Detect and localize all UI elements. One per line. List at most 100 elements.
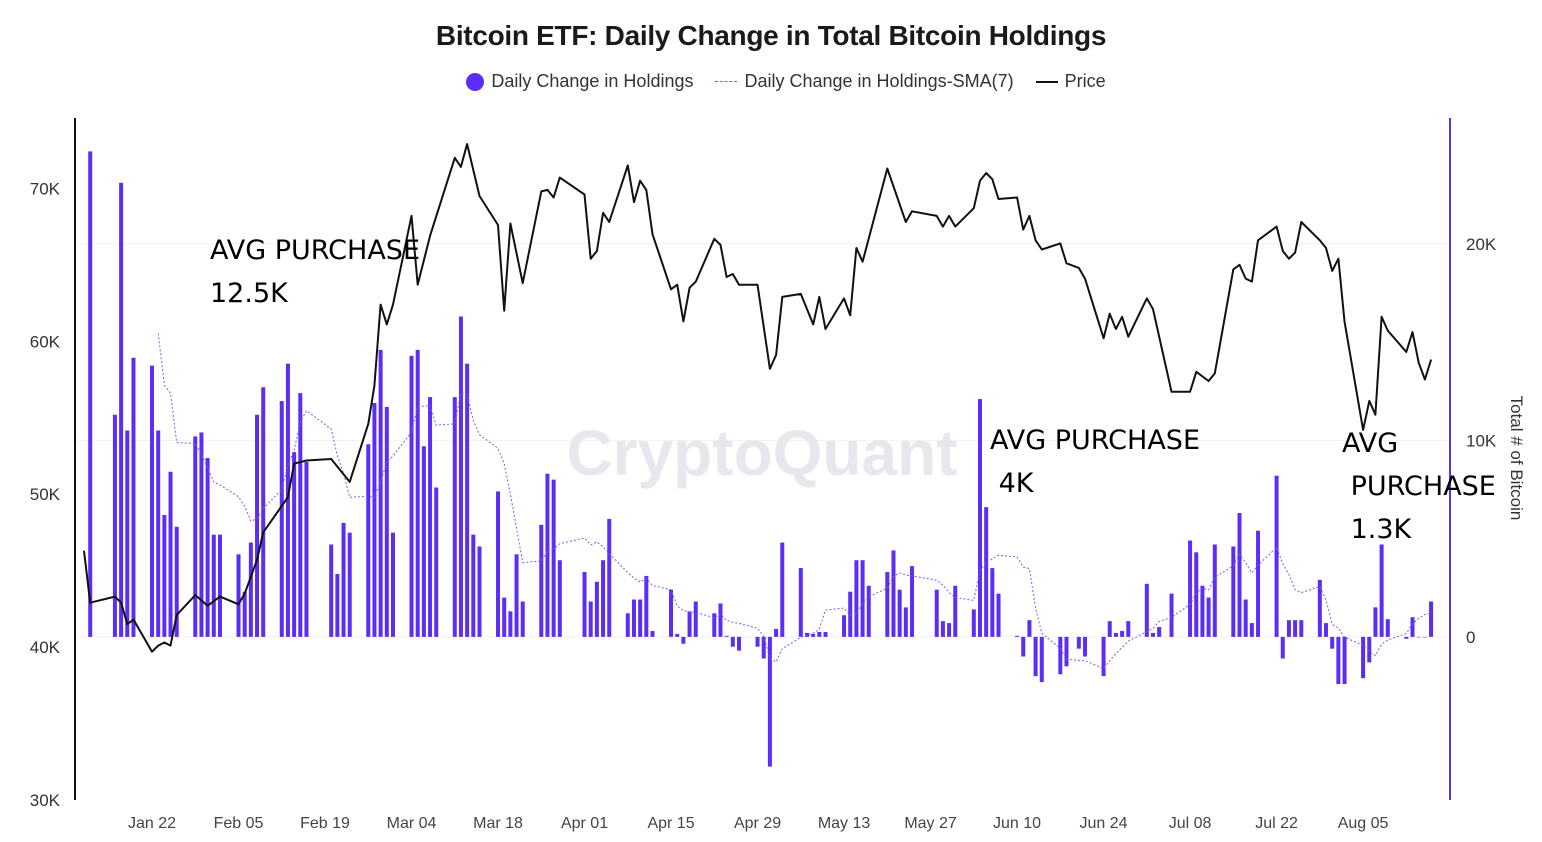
bar [465, 363, 470, 637]
bar [193, 436, 198, 637]
x-axis-tick-label: Mar 18 [473, 815, 523, 832]
legend-item-daily-change[interactable]: Daily Change in Holdings [466, 71, 693, 92]
bar [1404, 636, 1409, 639]
bar [866, 585, 871, 637]
legend-label: Daily Change in Holdings-SMA(7) [744, 71, 1014, 91]
legend-item-price[interactable]: Price [1035, 71, 1106, 92]
bar [1169, 593, 1174, 637]
bar [205, 458, 210, 637]
annotation-avg-purchase-3: AVG PURCHASE 1.3K [1342, 422, 1496, 551]
bar [601, 560, 606, 637]
x-axis-tick-label: Apr 29 [734, 815, 781, 832]
bar [842, 615, 847, 637]
bar [1429, 601, 1434, 637]
bar [977, 399, 982, 637]
left-axis-tick-label: 40K [30, 638, 61, 657]
bar [638, 599, 643, 637]
bar [211, 534, 216, 637]
bar [1212, 544, 1217, 637]
bar [1280, 636, 1285, 659]
bar [990, 568, 995, 637]
bar [1039, 636, 1044, 683]
bar [724, 635, 729, 637]
bar [1058, 636, 1063, 675]
bar [242, 591, 247, 637]
bar [156, 430, 161, 637]
bar [891, 550, 896, 637]
bar [174, 526, 179, 637]
bar [428, 397, 433, 637]
bar [1293, 620, 1298, 637]
bar [996, 593, 1001, 637]
bar [88, 151, 93, 637]
bar [1033, 636, 1038, 677]
bar [279, 401, 284, 637]
bar [811, 633, 816, 637]
x-axis-tick-label: Aug 05 [1338, 815, 1389, 832]
legend-dot-icon [466, 72, 485, 91]
bar [625, 613, 630, 637]
annotation-line: 1.3K [1342, 514, 1412, 545]
bar [897, 589, 902, 637]
bar [1083, 636, 1088, 657]
bar [477, 546, 482, 637]
price-line [83, 143, 1433, 653]
bar [1299, 620, 1304, 637]
bar [1064, 636, 1069, 667]
bar [292, 452, 297, 637]
bar [347, 532, 352, 637]
bar [1422, 636, 1427, 638]
x-axis-tick-label: May 13 [818, 815, 871, 832]
bar [1150, 632, 1155, 637]
bar [1200, 585, 1205, 637]
bar [910, 566, 915, 637]
x-axis-tick-label: Mar 04 [387, 815, 437, 832]
bar [1416, 636, 1421, 638]
bar [1361, 636, 1366, 679]
bar [390, 532, 395, 637]
bar [984, 507, 989, 637]
bar [1410, 617, 1415, 637]
bar [675, 633, 680, 637]
bar [953, 585, 958, 637]
right-axis-label: Total # of Bitcoin [1507, 396, 1526, 521]
bar [798, 568, 803, 637]
annotation-line: AVG PURCHASE [210, 235, 421, 266]
bar [298, 393, 303, 637]
bar [594, 581, 599, 637]
bar [199, 432, 204, 637]
bar [125, 430, 130, 637]
bar [366, 444, 371, 637]
bar [588, 601, 593, 637]
bar [607, 518, 612, 637]
x-axis-tick-label: Jul 08 [1169, 815, 1212, 832]
bar [1330, 636, 1335, 649]
x-axis-tick-label: Jan 22 [128, 815, 176, 832]
annotation-line: AVG [1342, 428, 1399, 459]
left-axis-tick-label: 70K [30, 179, 61, 198]
bar [1317, 579, 1322, 637]
bar [1101, 636, 1106, 677]
bar [1243, 599, 1248, 637]
bar [934, 589, 939, 637]
bar [767, 636, 772, 767]
bar [1188, 540, 1193, 637]
bar [502, 597, 507, 637]
bar [687, 611, 692, 637]
bar [1194, 552, 1199, 637]
bar [1373, 607, 1378, 637]
bar [162, 515, 167, 637]
annotation-line: AVG PURCHASE [990, 425, 1201, 456]
bar [730, 636, 735, 647]
bar [848, 591, 853, 637]
bar [557, 560, 562, 637]
bar [1379, 544, 1384, 637]
legend: Daily Change in Holdings Daily Change in… [0, 71, 1542, 92]
bar [1231, 546, 1236, 637]
legend-item-sma[interactable]: Daily Change in Holdings-SMA(7) [715, 71, 1014, 92]
bar [1076, 636, 1081, 649]
bar [304, 461, 309, 637]
bar [903, 607, 908, 637]
bar [971, 609, 976, 637]
bar [514, 554, 519, 637]
